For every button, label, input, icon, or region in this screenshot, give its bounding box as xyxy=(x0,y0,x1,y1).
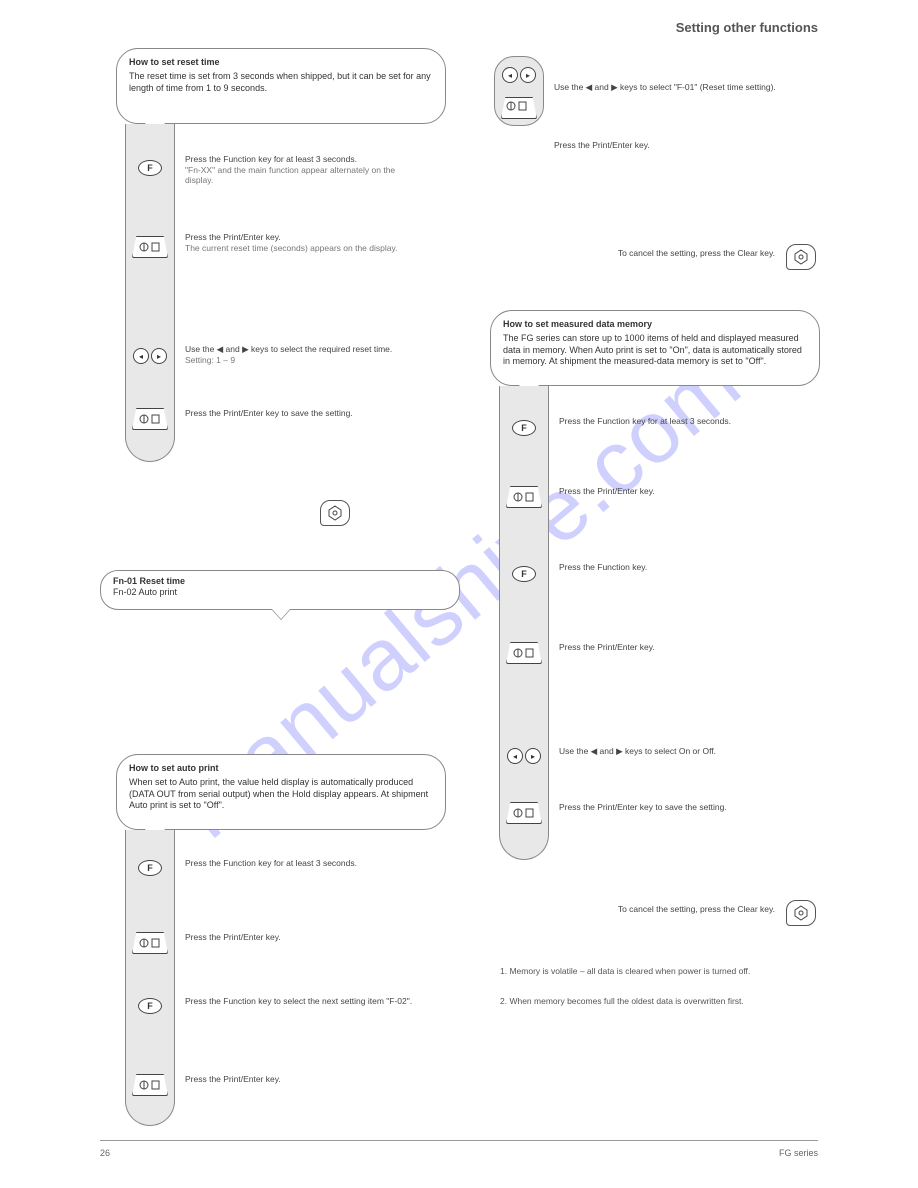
arrows-icon: ◂▸ xyxy=(133,348,167,364)
s3-bubble-body: The FG series can store up to 1000 items… xyxy=(503,333,807,367)
s1-step-c: Use the ◀ and ▶ keys to select the requi… xyxy=(185,344,425,365)
s2-step-c: Press the Function key to select the nex… xyxy=(185,996,415,1007)
s1-step-a: Press the Function key for at least 3 se… xyxy=(185,154,405,186)
s2-bubble-body: When set to Auto print, the value held d… xyxy=(129,777,433,811)
s1-step-d: Press the Print/Enter key to save the se… xyxy=(185,408,405,419)
s3-cancel: To cancel the setting, press the Clear k… xyxy=(560,904,775,915)
f-icon: F xyxy=(138,998,162,1014)
page: Setting other functions How to set reset… xyxy=(0,0,918,1188)
enter-icon xyxy=(506,802,542,824)
enter-icon xyxy=(506,642,542,664)
s3-bubble: How to set measured data memory The FG s… xyxy=(490,310,820,386)
enter-icon xyxy=(132,1074,168,1096)
f-icon: F xyxy=(138,160,162,176)
s3-bubble-title: How to set measured data memory xyxy=(503,319,807,330)
enter-icon xyxy=(501,97,537,119)
s1-bubble-title: How to set reset time xyxy=(129,57,433,68)
s2-step-d: Press the Print/Enter key. xyxy=(185,1074,415,1085)
s2-flow: F F xyxy=(125,830,175,1126)
stop-icon xyxy=(786,900,816,926)
prompt-bubble: Fn-01 Reset time Fn-02 Auto print xyxy=(100,570,460,610)
mini-panel: ◂▸ xyxy=(494,56,544,126)
footer-right: FG series xyxy=(779,1148,818,1158)
mini-step-b: Press the Print/Enter key. xyxy=(554,140,784,151)
s2-step-a: Press the Function key for at least 3 se… xyxy=(185,858,415,869)
arrows-icon: ◂▸ xyxy=(502,67,536,83)
stop-icon xyxy=(786,244,816,270)
f-icon: F xyxy=(512,566,536,582)
prompt-title: Fn-01 Reset time xyxy=(113,576,447,587)
s1-bubble: How to set reset time The reset time is … xyxy=(116,48,446,124)
s3-step-c: Press the Function key. xyxy=(559,562,789,573)
s3-step-a: Press the Function key for at least 3 se… xyxy=(559,416,789,427)
enter-icon xyxy=(132,408,168,430)
s1-bubble-body: The reset time is set from 3 seconds whe… xyxy=(129,71,433,94)
footnote-a: 1. Memory is volatile – all data is clea… xyxy=(500,966,800,977)
s3-step-d: Press the Print/Enter key. xyxy=(559,642,789,653)
enter-icon xyxy=(132,932,168,954)
page-title: Setting other functions xyxy=(676,20,818,35)
s3-step-b: Press the Print/Enter key. xyxy=(559,486,789,497)
s1-step-b: Press the Print/Enter key. The current r… xyxy=(185,232,405,253)
arrows-icon: ◂▸ xyxy=(507,748,541,764)
s3-flow: F F ◂▸ xyxy=(499,386,549,860)
mini-step-a: Use the ◀ and ▶ keys to select "F-01" (R… xyxy=(554,82,784,93)
s2-step-b: Press the Print/Enter key. xyxy=(185,932,415,943)
s1-flow: F ◂▸ xyxy=(125,124,175,462)
s3-step-e: Use the ◀ and ▶ keys to select On or Off… xyxy=(559,746,789,757)
f-icon: F xyxy=(138,860,162,876)
stop-icon xyxy=(320,500,350,526)
footer-left: 26 xyxy=(100,1148,110,1158)
footer-rule xyxy=(100,1140,818,1141)
s3-step-f: Press the Print/Enter key to save the se… xyxy=(559,802,789,813)
s2-bubble: How to set auto print When set to Auto p… xyxy=(116,754,446,830)
enter-icon xyxy=(506,486,542,508)
s2-bubble-title: How to set auto print xyxy=(129,763,433,774)
footnote-b: 2. When memory becomes full the oldest d… xyxy=(500,996,800,1007)
f-icon: F xyxy=(512,420,536,436)
prompt-sub: Fn-02 Auto print xyxy=(113,587,447,598)
s1-cancel: To cancel the setting, press the Clear k… xyxy=(560,248,775,259)
enter-icon xyxy=(132,236,168,258)
